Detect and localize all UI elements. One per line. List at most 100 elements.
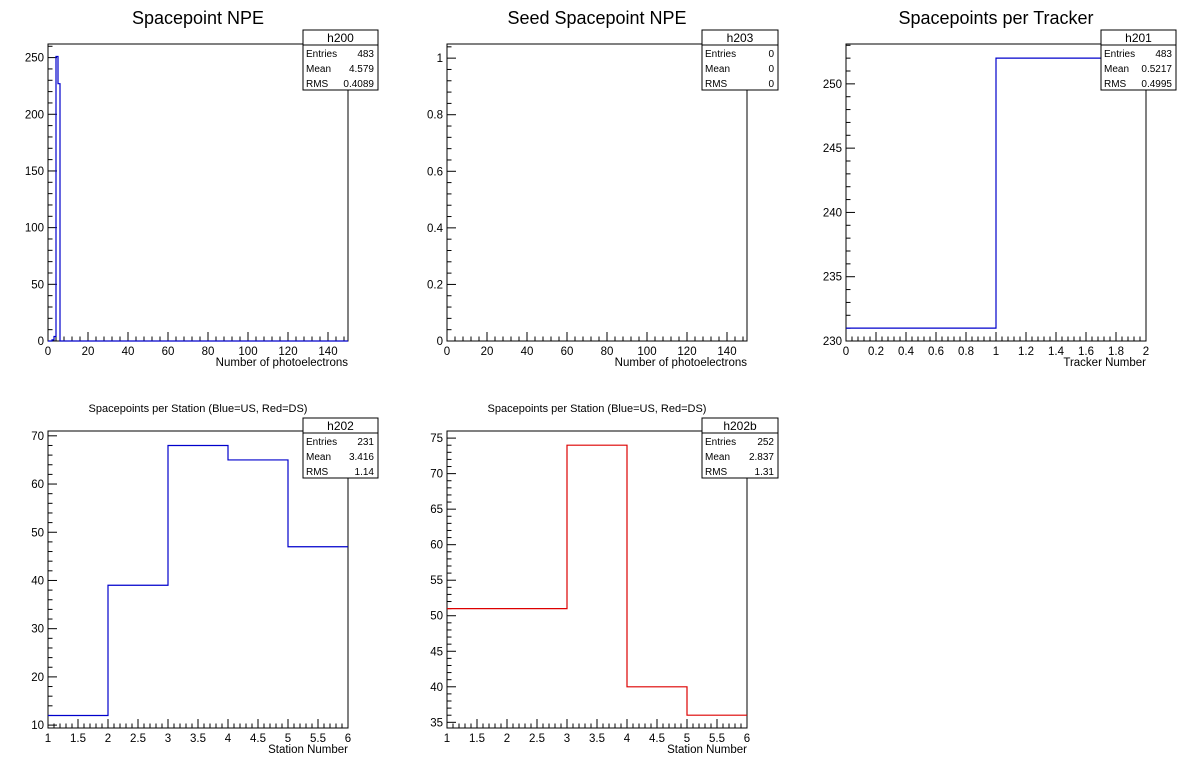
y-tick-label: 250 — [823, 79, 842, 91]
y-tick-label: 40 — [31, 575, 44, 587]
histogram-panel-1: Spacepoint NPE 0 20 40 60 80 100 120 140 0 50 100 15… — [25, 8, 379, 369]
x-tick-label: 120 — [677, 346, 696, 358]
x-tick-label: 6 — [744, 733, 750, 745]
y-tick-label: 20 — [31, 672, 44, 684]
stats-value: 0 — [768, 79, 774, 90]
histogram-bin — [168, 445, 228, 728]
y-tick-label: 70 — [430, 469, 443, 481]
y-tick-label: 0 — [437, 336, 443, 348]
x-tick-label: 1.5 — [469, 733, 485, 745]
y-tick-label: 50 — [430, 611, 443, 623]
stats-box-name: h202b — [723, 419, 757, 433]
x-tick-label: 2 — [1143, 346, 1149, 358]
stats-box-name: h201 — [1125, 31, 1152, 45]
x-tick-label: 1.5 — [70, 733, 86, 745]
x-tick-label: 1 — [45, 733, 51, 745]
x-tick-label: 3 — [564, 733, 570, 745]
stats-value: 1.31 — [755, 467, 775, 478]
stats-label: RMS — [306, 79, 329, 90]
histogram-line — [846, 57, 1146, 329]
x-axis-label: Station Number — [268, 744, 348, 756]
y-tick-label: 0.8 — [427, 110, 443, 122]
x-axis-label: Number of photoelectrons — [216, 357, 349, 369]
stats-label: RMS — [1104, 79, 1127, 90]
histogram-bin — [567, 445, 627, 728]
histogram-panel-3: Spacepoints per Tracker 0 0.2 0.4 0.6 0.8 1 1.2… — [823, 8, 1177, 369]
histogram-bin — [996, 58, 1146, 341]
stats-value: 1.14 — [355, 467, 375, 478]
x-tick-label: 100 — [238, 346, 257, 358]
y-tick-label: 0 — [38, 336, 44, 348]
stats-box-name: h202 — [327, 419, 354, 433]
x-tick-label: 100 — [637, 346, 656, 358]
x-tick-label: 1.4 — [1048, 346, 1065, 358]
stats-value: 252 — [757, 437, 774, 448]
chart-title: Spacepoints per Station (Blue=US, Red=DS… — [89, 403, 308, 415]
stats-label: Mean — [1104, 64, 1129, 75]
y-tick-label: 200 — [25, 109, 44, 121]
stats-value: 0.4089 — [343, 79, 374, 90]
x-tick-label: 140 — [318, 346, 337, 358]
stats-box: h202b Entries 252 Mean 2.837 RMS 1.31 — [701, 417, 779, 479]
stats-value: 4.579 — [349, 64, 374, 75]
x-tick-label: 2.5 — [529, 733, 545, 745]
y-tick-label: 250 — [25, 53, 44, 65]
y-tick-label: 70 — [31, 431, 44, 443]
x-tick-label: 6 — [345, 733, 351, 745]
x-tick-label: 40 — [122, 346, 135, 358]
stats-value: 483 — [1155, 49, 1172, 60]
x-tick-label: 5 — [684, 733, 690, 745]
x-tick-label: 1 — [993, 346, 999, 358]
y-tick-label: 0.6 — [427, 166, 443, 178]
x-tick-label: 0.4 — [898, 346, 915, 358]
x-tick-label: 2 — [504, 733, 510, 745]
stats-box-frame — [701, 29, 779, 91]
x-axis-label: Number of photoelectrons — [615, 357, 748, 369]
y-tick-label: 40 — [430, 682, 443, 694]
y-tick-label: 60 — [31, 479, 44, 491]
y-tick-label: 240 — [823, 207, 842, 219]
x-tick-label: 3.5 — [589, 733, 605, 745]
stats-box-frame — [302, 29, 379, 91]
x-tick-label: 20 — [481, 346, 494, 358]
stats-label: Mean — [306, 64, 331, 75]
x-tick-label: 1.2 — [1018, 346, 1034, 358]
y-tick-label: 35 — [430, 717, 443, 729]
x-tick-label: 5 — [285, 733, 291, 745]
x-tick-label: 4.5 — [250, 733, 266, 745]
x-tick-label: 1.8 — [1108, 346, 1124, 358]
x-tick-label: 60 — [162, 346, 175, 358]
chart-title: Spacepoints per Station (Blue=US, Red=DS… — [488, 403, 707, 415]
stats-box-frame — [701, 417, 779, 479]
y-tick-label: 230 — [823, 336, 842, 348]
stats-box: h200 Entries 483 Mean 4.579 RMS 0.4089 — [302, 29, 379, 91]
x-tick-label: 0 — [444, 346, 450, 358]
x-tick-label: 2 — [105, 733, 111, 745]
stats-box: h201 Entries 483 Mean 0.5217 RMS 0.4995 — [1100, 29, 1177, 91]
stats-value: 2.837 — [749, 452, 774, 463]
stats-label: Mean — [705, 452, 730, 463]
y-tick-label: 50 — [31, 527, 44, 539]
y-tick-label: 1 — [437, 53, 443, 65]
plot-frame — [446, 43, 748, 342]
x-tick-label: 120 — [278, 346, 297, 358]
stats-label: RMS — [705, 79, 728, 90]
x-tick-label: 5.5 — [310, 733, 326, 745]
stats-value: 231 — [357, 437, 374, 448]
stats-label: RMS — [705, 467, 728, 478]
y-tick-label: 100 — [25, 223, 44, 235]
histogram-line — [48, 55, 348, 342]
chart-title: Spacepoint NPE — [132, 8, 264, 28]
histogram-line — [48, 444, 348, 717]
stats-box-name: h203 — [727, 31, 754, 45]
y-tick-label: 50 — [31, 279, 44, 291]
y-tick-label: 45 — [430, 646, 443, 658]
stats-value: 483 — [357, 49, 374, 60]
x-tick-label: 80 — [601, 346, 614, 358]
x-tick-label: 140 — [717, 346, 736, 358]
stats-label: Entries — [705, 49, 736, 60]
stats-box: h202 Entries 231 Mean 3.416 RMS 1.14 — [302, 417, 379, 479]
stats-value: 0.4995 — [1141, 79, 1172, 90]
x-tick-label: 5.5 — [709, 733, 725, 745]
chart-title: Spacepoints per Tracker — [898, 8, 1093, 28]
